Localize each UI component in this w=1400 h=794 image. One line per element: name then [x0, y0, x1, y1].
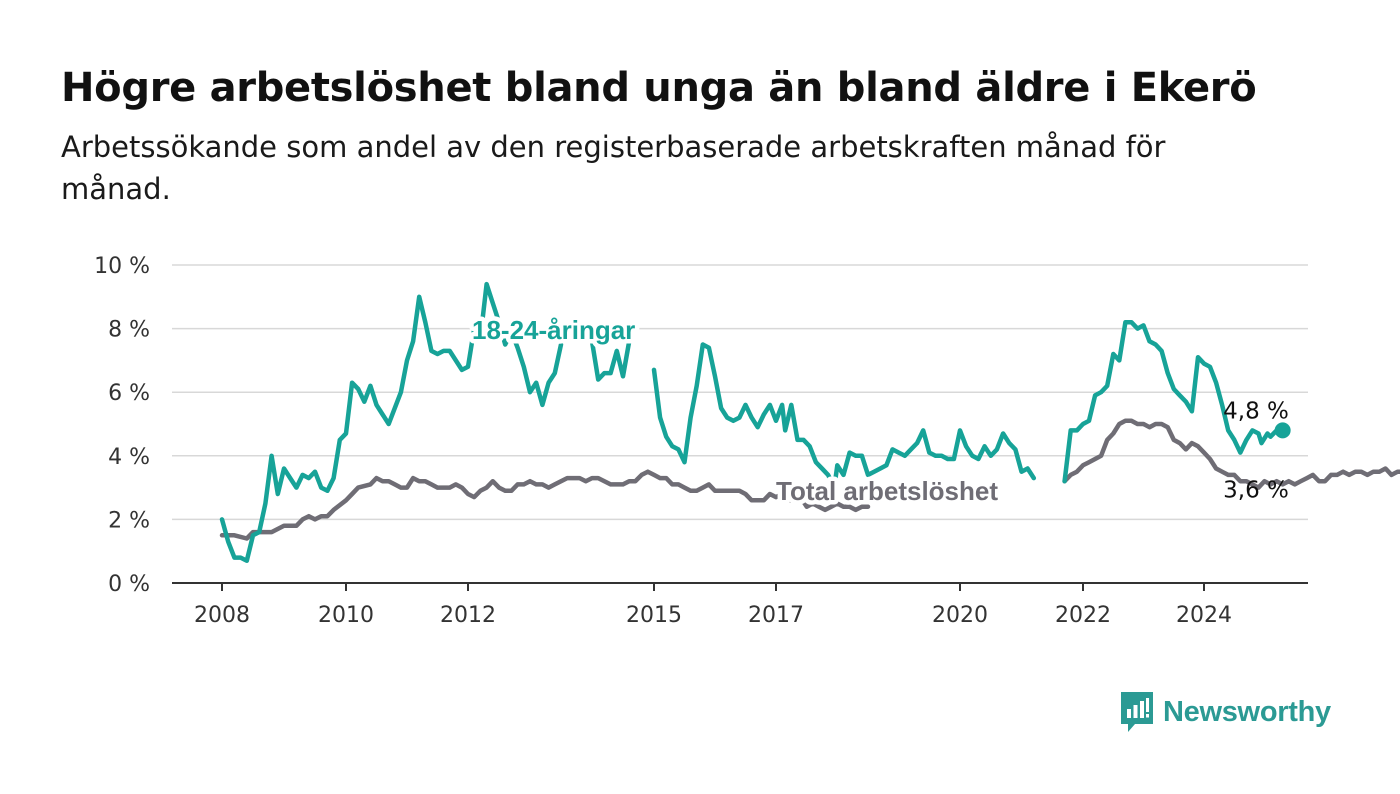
series-lines — [219, 281, 1400, 563]
end-value-label-youth: 4,8 % — [1223, 398, 1289, 424]
x-axis-ticks: 2008 2010 2012 2015 2017 2020 2022 2024 — [194, 583, 1232, 628]
x-tick-label: 2020 — [932, 603, 988, 628]
newsworthy-bar-chart-icon — [1121, 692, 1153, 732]
series-line-youth — [589, 339, 632, 382]
gridlines — [172, 264, 1308, 584]
series-line-youth — [1062, 319, 1285, 484]
x-tick-label: 2024 — [1176, 603, 1232, 628]
y-tick-label: 8 % — [108, 318, 150, 343]
y-tick-label: 0 % — [108, 572, 150, 597]
chart-title: Högre arbetslöshet bland unga än bland ä… — [61, 65, 1257, 111]
series-line-total — [1062, 418, 1400, 490]
y-tick-label: 6 % — [108, 381, 150, 406]
end-point-youth — [1274, 422, 1291, 439]
y-tick-label: 4 % — [108, 445, 150, 470]
series-labels: 3,6 % 4,8 % 18-24-åringar Total arbetslöshe… — [468, 311, 1289, 511]
series-line-youth — [651, 342, 1037, 490]
y-tick-label: 2 % — [108, 508, 150, 533]
y-axis-ticks: 0 % 2 % 4 % 6 % 8 % 10 % — [94, 254, 150, 597]
newsworthy-logo: Newsworthy — [1119, 690, 1331, 734]
x-tick-label: 2017 — [748, 603, 804, 628]
end-value-label-total: 3,6 % — [1223, 478, 1289, 504]
series-line-youth — [219, 281, 564, 563]
x-tick-label: 2010 — [318, 603, 374, 628]
series-label-youth: 18-24-åringar — [472, 315, 635, 345]
brand-name: Newsworthy — [1163, 695, 1331, 728]
x-tick-label: 2022 — [1055, 603, 1111, 628]
series-label-total: Total arbetslöshet — [776, 476, 998, 506]
series-line-total — [219, 469, 871, 541]
x-tick-label: 2008 — [194, 603, 250, 628]
x-tick-label: 2015 — [626, 603, 682, 628]
x-tick-label: 2012 — [440, 603, 496, 628]
chart-subtitle: Arbetssökande som andel av den registerb… — [61, 130, 1166, 206]
y-tick-label: 10 % — [94, 254, 150, 279]
